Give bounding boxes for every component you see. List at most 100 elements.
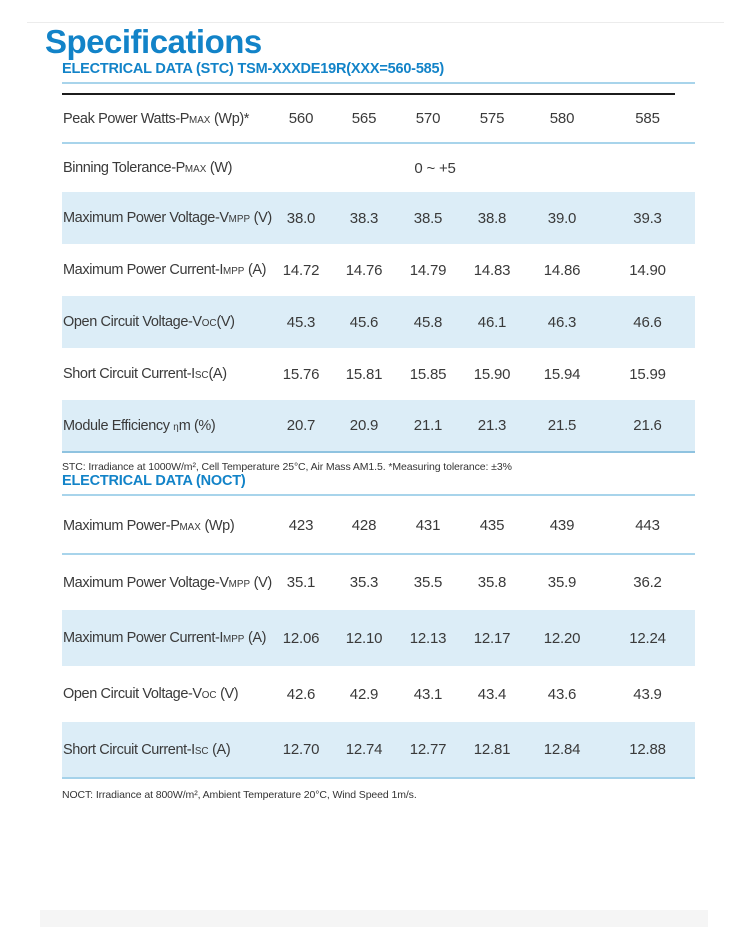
cell-value: 35.3 (349, 574, 379, 591)
row-label: Maximum Power Current-IMPP (A) (62, 244, 270, 296)
row-label: Binning Tolerance-PMAX (W) (62, 143, 270, 192)
cell-value: 39.0 (547, 209, 577, 227)
row-label-unit: (A) (208, 366, 228, 382)
row-label-text: Short Circuit Current-I (63, 366, 195, 382)
cell-value: 12.24 (629, 629, 666, 647)
row-label-subscript: MPP (223, 634, 245, 645)
cell-value: 35.1 (286, 574, 316, 591)
row-label-subscript: MPP (228, 214, 251, 225)
row-label-unit: (W) (206, 160, 233, 176)
row-label-text: Open Circuit Voltage-V (63, 686, 202, 702)
cell-value: 12.81 (473, 741, 511, 758)
row-label-text: Module Efficiency (63, 417, 174, 434)
cell-value: 12.17 (473, 629, 511, 647)
cell-value: 443 (600, 498, 695, 555)
cell-value: 43.1 (413, 685, 443, 703)
section-heading-noct: ELECTRICAL DATA (NOCT) (62, 474, 695, 496)
cell-value: 38.0 (286, 209, 316, 227)
cell-value: 575 (460, 95, 524, 144)
cell-value: 12.06 (282, 629, 320, 647)
cell-value: 12.88 (629, 741, 666, 758)
cell-value: 14.90 (629, 261, 666, 279)
cell-value-span: 0 ~ +5 (414, 159, 456, 177)
cell-value: 428 (332, 498, 396, 555)
row-label-text: Maximum Power Current-I (63, 262, 223, 278)
cell-value: 435 (460, 498, 524, 555)
cell-value: 38.5 (413, 209, 443, 227)
cell-value: 45.8 (413, 313, 443, 331)
stc-footnote: STC: Irradiance at 1000W/m², Cell Temper… (62, 461, 512, 473)
row-label-unit: (A) (244, 630, 267, 646)
cell-value: 42.9 (349, 685, 379, 703)
row-label-subscript: MPP (228, 578, 251, 590)
page-title: Specifications (45, 23, 262, 60)
table-row-vmpp: Maximum Power Voltage-VMPP (V) 35.1 35.3… (62, 554, 695, 610)
row-label-subscript: MAX (184, 164, 207, 175)
row-label-subscript: SC (194, 745, 209, 757)
stc-table: Peak Power Watts-PMAX (Wp)* 560 565 570 … (62, 95, 695, 453)
row-label-text: Peak Power Watts-P (63, 110, 190, 127)
cell-value: 20.9 (349, 417, 379, 434)
row-label-text: Maximum Power Current-I (63, 630, 223, 646)
cell-value: 15.99 (629, 365, 666, 383)
cell-value: 35.8 (477, 574, 507, 591)
noct-footnote: NOCT: Irradiance at 800W/m², Ambient Tem… (62, 789, 417, 801)
cell-value: 580 (524, 95, 600, 144)
cell-value: 43.6 (547, 685, 577, 703)
row-label: Maximum Power-PMAX (Wp) (62, 498, 270, 555)
row-label-subscript: MPP (223, 266, 245, 277)
row-label-subscript: η (173, 421, 179, 433)
table-row-binning-tolerance: Binning Tolerance-PMAX (W) 0 ~ +5 (62, 143, 695, 192)
row-label: Open Circuit Voltage-VOC(V) (62, 296, 270, 348)
cell-value: 12.13 (409, 629, 447, 647)
top-divider (27, 22, 724, 23)
row-label: Short Circuit Current-ISC (A) (62, 722, 270, 778)
cell-value: 439 (524, 498, 600, 555)
cell-value: 15.85 (409, 365, 447, 383)
cell-value: 15.90 (473, 365, 511, 383)
row-label-text: Maximum Power Voltage-V (63, 574, 229, 591)
cell-value: 46.1 (477, 313, 507, 331)
table-top-rule (62, 93, 675, 95)
cell-value: 46.3 (547, 313, 577, 331)
cell-value: 42.6 (286, 685, 316, 703)
row-label-text: Binning Tolerance-P (63, 160, 185, 176)
cell-value: 565 (332, 95, 396, 144)
row-label-unit: (A) (244, 262, 267, 278)
row-label-text: Open Circuit Voltage-V (63, 314, 202, 330)
cell-value: 20.7 (286, 417, 316, 434)
cell-value: 14.83 (473, 261, 511, 279)
cell-value: 35.9 (547, 574, 577, 591)
cell-value: 12.70 (282, 741, 320, 758)
row-label-unit: (A) (208, 741, 231, 758)
table-row-isc: Short Circuit Current-ISC(A) 15.76 15.81… (62, 348, 695, 400)
cell-value: 21.1 (413, 417, 443, 434)
row-label: Maximum Power Current-IMPP (A) (62, 610, 270, 666)
cell-value: 14.79 (409, 261, 447, 279)
cell-value: 35.5 (413, 574, 443, 591)
row-label-unit: (V) (216, 314, 235, 330)
footer-band (40, 910, 708, 927)
cell-value: 12.10 (345, 629, 383, 647)
cell-value: 39.3 (633, 209, 662, 227)
cell-value: 14.72 (282, 261, 320, 279)
cell-value: 43.4 (477, 685, 507, 703)
row-label-subscript: OC (201, 690, 217, 701)
cell-value: 38.8 (477, 209, 507, 227)
cell-value: 43.9 (633, 685, 662, 703)
row-label: Peak Power Watts-PMAX (Wp)* (62, 95, 270, 144)
table-row-voc: Open Circuit Voltage-VOC (V) 42.6 42.9 4… (62, 666, 695, 722)
cell-value: 38.3 (349, 209, 379, 227)
cell-value: 12.77 (409, 741, 447, 758)
section-heading-stc: ELECTRICAL DATA (STC) TSM-XXXDE19R(XXX=5… (62, 62, 695, 84)
row-label-subscript: MAX (179, 521, 201, 533)
row-label-text: Maximum Power-P (63, 517, 180, 534)
cell-value: 45.3 (286, 313, 316, 331)
cell-value: 423 (270, 498, 332, 555)
cell-value: 15.94 (543, 365, 581, 383)
row-label-subscript: OC (201, 318, 217, 329)
row-label-unit: (V) (216, 686, 239, 702)
row-label-unit: (Wp) (200, 517, 235, 534)
cell-value: 45.6 (349, 313, 379, 331)
row-label: Module Efficiency ηm (%) (62, 400, 270, 452)
